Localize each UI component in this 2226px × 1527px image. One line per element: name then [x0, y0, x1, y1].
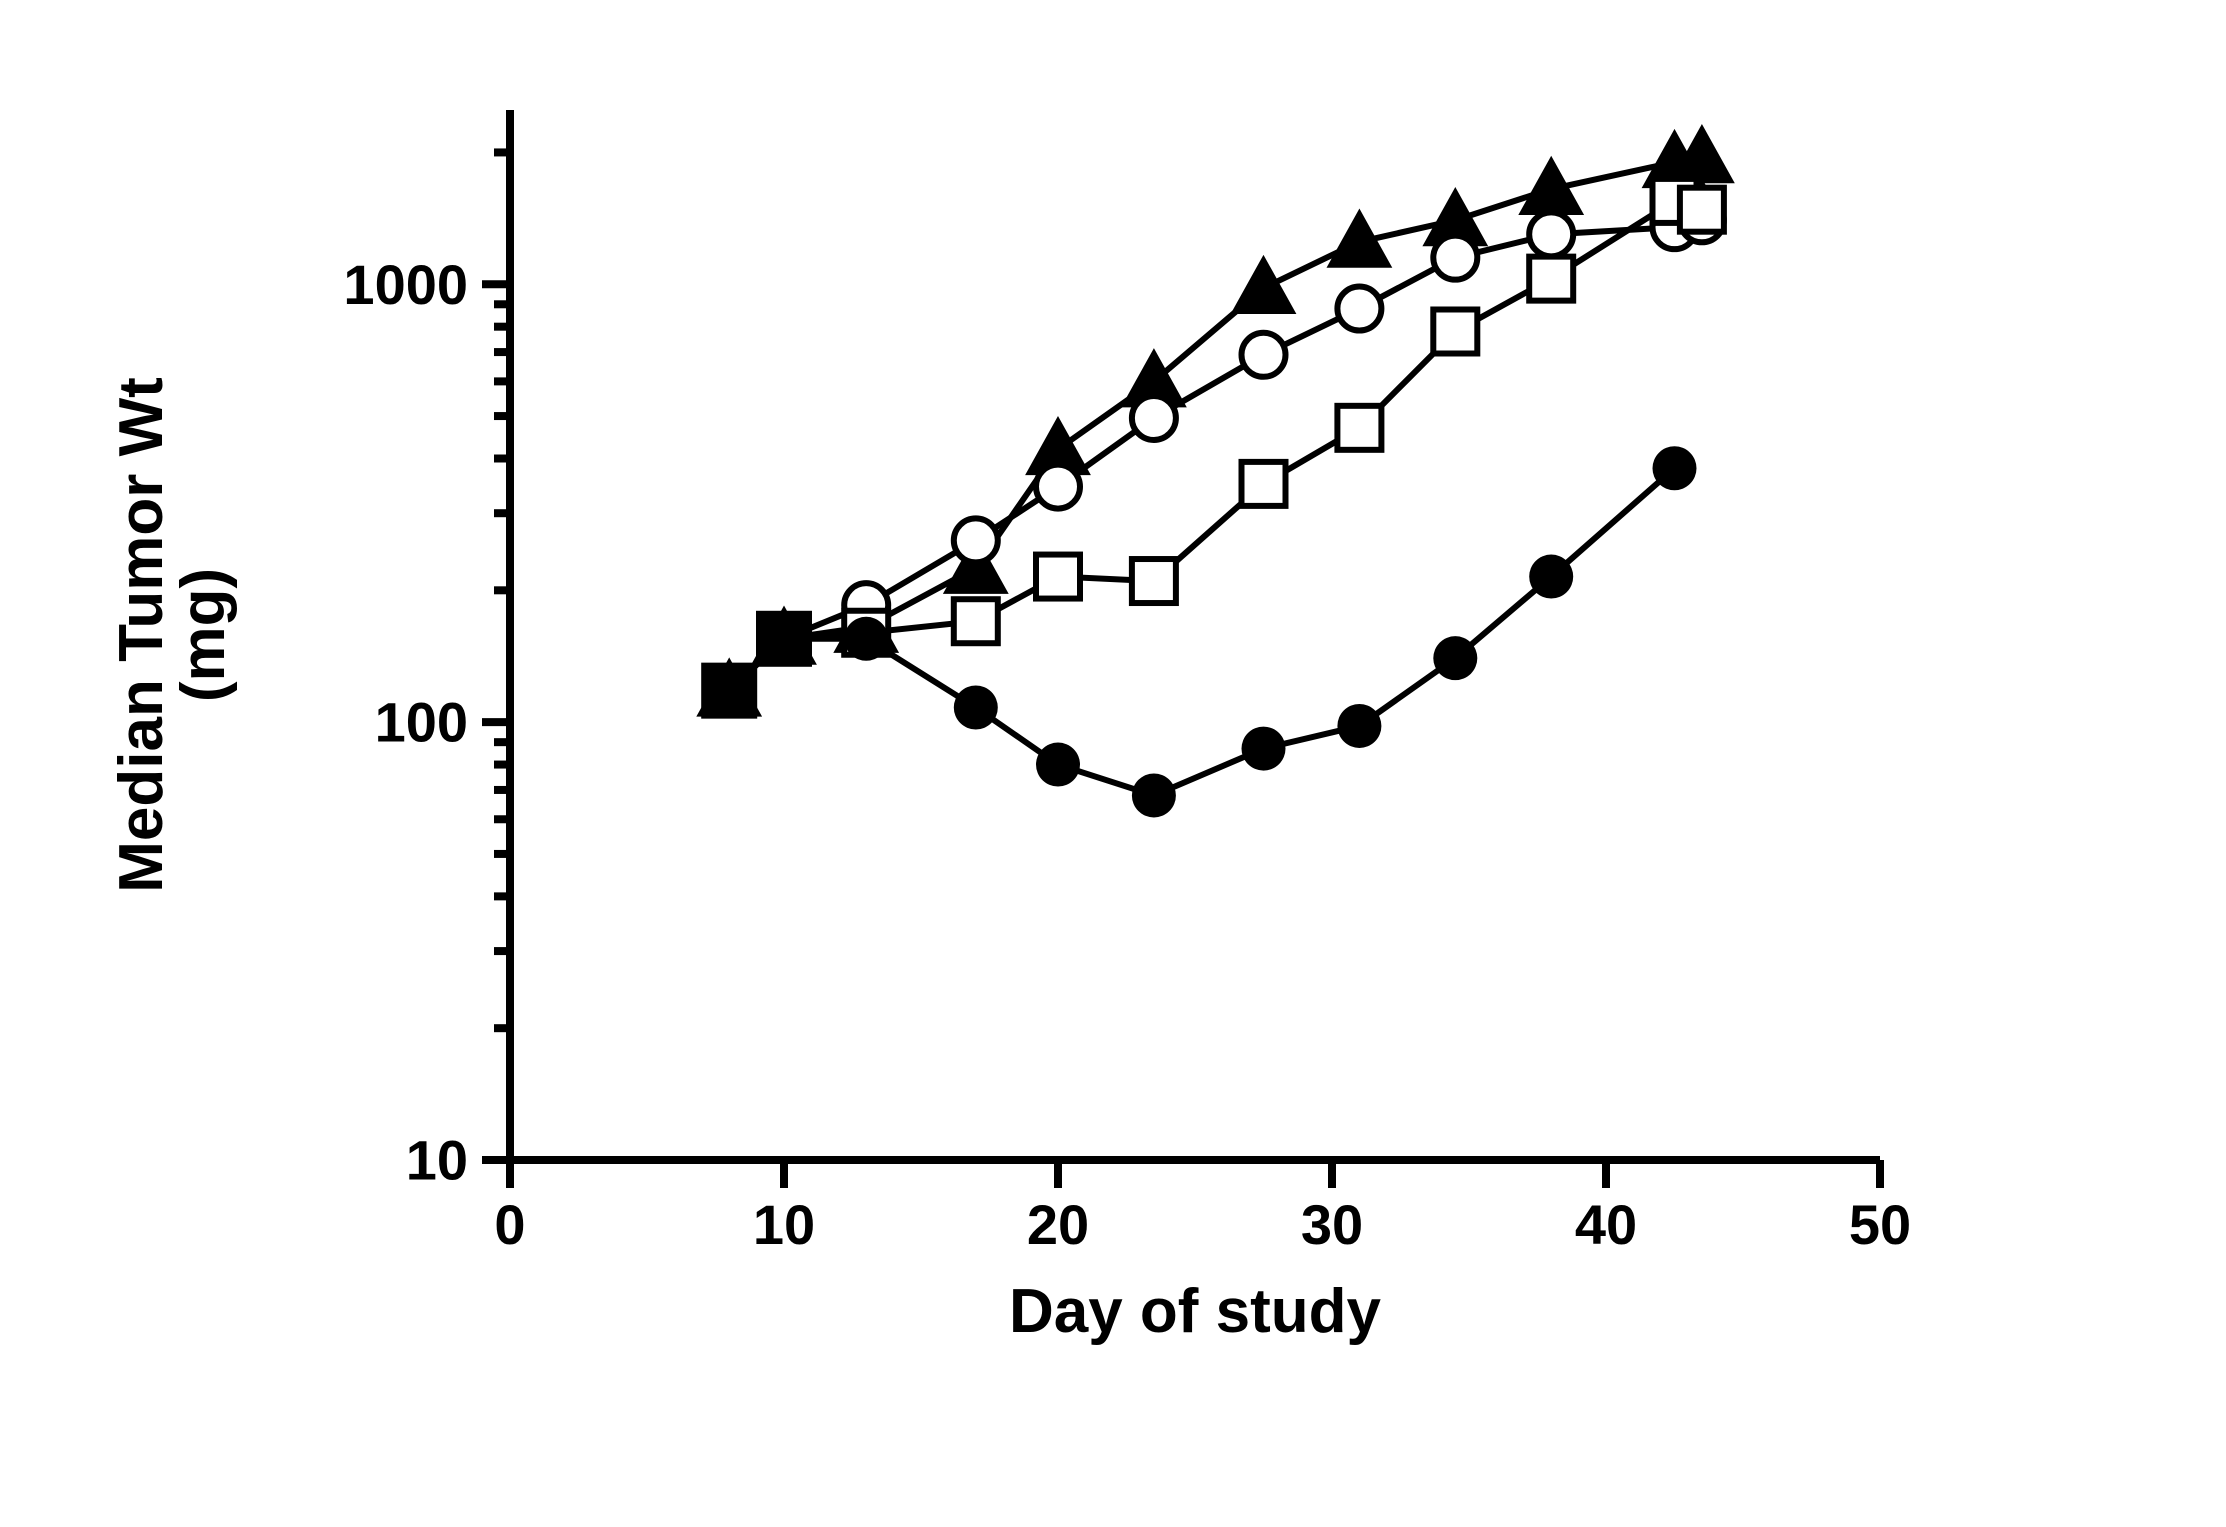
y-tick-label: 10	[406, 1129, 468, 1192]
x-tick-label: 30	[1301, 1193, 1363, 1256]
tumor-growth-chart: 0 10 20 30 40 50 10 100 1000 Day of study Median T…	[0, 0, 2226, 1522]
y-tick-label: 1000	[343, 253, 468, 316]
x-tick-label: 50	[1849, 1193, 1911, 1256]
x-tick-label: 40	[1575, 1193, 1637, 1256]
x-tick-label: 10	[753, 1193, 815, 1256]
x-tick-label: 0	[494, 1193, 525, 1256]
svg-text:(mg): (mg)	[169, 568, 238, 702]
x-axis-label: Day of study	[1009, 1277, 1382, 1346]
x-tick-label: 20	[1027, 1193, 1089, 1256]
chart-container: 0 10 20 30 40 50 10 100 1000 Day of study Median T…	[0, 0, 2226, 1522]
y-tick-label: 100	[375, 691, 468, 754]
svg-text:Median Tumor Wt: Median Tumor Wt	[107, 377, 176, 892]
